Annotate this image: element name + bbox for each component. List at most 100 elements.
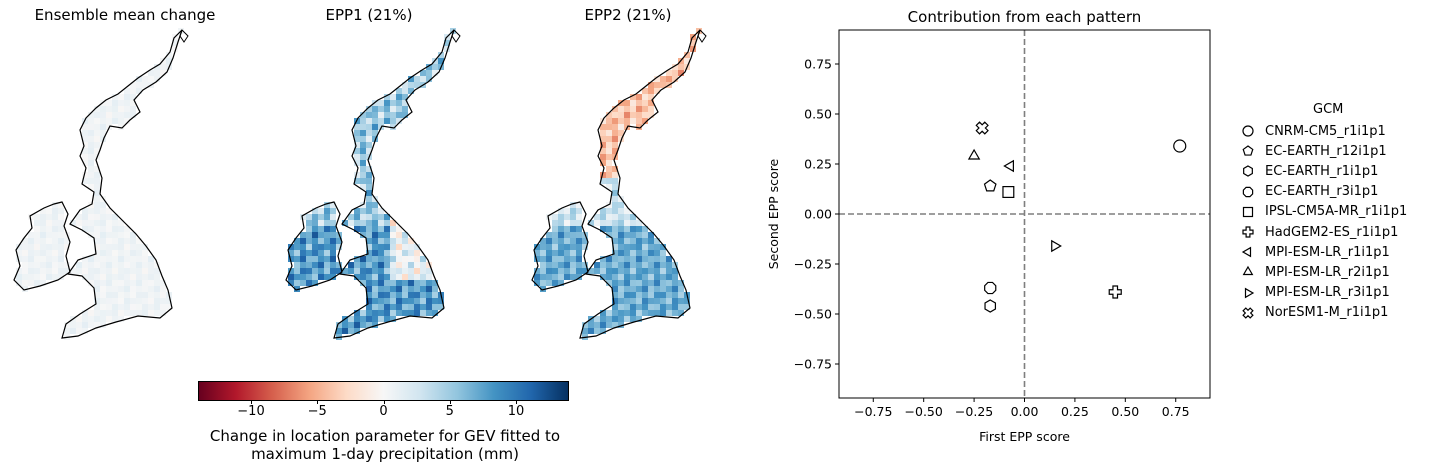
map-cell <box>576 226 582 232</box>
map-cell <box>360 112 366 118</box>
map-cell <box>390 106 396 112</box>
map-cell <box>88 154 94 160</box>
map-cell <box>618 280 624 286</box>
map-cell <box>372 310 378 316</box>
map-cell <box>588 268 594 274</box>
map-cell <box>360 232 366 238</box>
map-cell <box>46 262 52 268</box>
map-cell <box>636 316 642 322</box>
map-cell <box>630 292 636 298</box>
map-cell <box>94 280 100 286</box>
map-cell <box>648 100 654 106</box>
map-cell <box>378 100 384 106</box>
map-cell <box>112 268 118 274</box>
map-cell <box>396 304 402 310</box>
map-cell <box>606 130 612 136</box>
map-cell <box>384 214 390 220</box>
map-cell <box>612 298 618 304</box>
map-cell <box>130 310 136 316</box>
map-cell <box>366 316 372 322</box>
map-cell <box>588 220 594 226</box>
map-cell <box>408 256 414 262</box>
map-cell <box>546 238 552 244</box>
map-cell <box>402 82 408 88</box>
map-cell <box>630 286 636 292</box>
map-cell <box>300 256 306 262</box>
map-cell <box>306 226 312 232</box>
map-cell <box>70 322 76 328</box>
map-cell <box>666 262 672 268</box>
map-cell <box>396 226 402 232</box>
map-cell <box>130 82 136 88</box>
map-cell <box>366 298 372 304</box>
map-cell <box>690 46 696 52</box>
map-cell <box>100 244 106 250</box>
map-cell <box>636 124 642 130</box>
map-cell <box>390 298 396 304</box>
map-cell <box>558 280 564 286</box>
map-cell <box>558 214 564 220</box>
map-cell <box>34 280 40 286</box>
map-cell <box>618 208 624 214</box>
map-cell <box>312 232 318 238</box>
map-cell <box>154 310 160 316</box>
map-cell <box>606 274 612 280</box>
map-cell <box>318 220 324 226</box>
map-cell <box>654 256 660 262</box>
map-cell <box>618 106 624 112</box>
map-cell <box>366 166 372 172</box>
map-cell <box>142 262 148 268</box>
map-cell <box>624 286 630 292</box>
map-cell <box>630 274 636 280</box>
map-cell <box>136 304 142 310</box>
map-cell <box>106 262 112 268</box>
map-cell <box>540 268 546 274</box>
map-cell <box>88 184 94 190</box>
map-cell <box>22 268 28 274</box>
map-cell <box>52 238 58 244</box>
map-cell <box>414 256 420 262</box>
map-cell <box>624 214 630 220</box>
map-cell <box>142 256 148 262</box>
map-cell <box>82 148 88 154</box>
map-cell <box>366 292 372 298</box>
map-cell <box>70 220 76 226</box>
map-cell <box>390 238 396 244</box>
map-cell <box>366 136 372 142</box>
map-cell <box>88 130 94 136</box>
legend-item: MPI-ESM-LR_r1i1p1 <box>1241 243 1390 261</box>
map-cell <box>88 232 94 238</box>
map-cell <box>660 250 666 256</box>
map-cell <box>124 118 130 124</box>
map-cell <box>342 268 348 274</box>
map-cell <box>672 268 678 274</box>
map-cell <box>22 280 28 286</box>
map-cell <box>396 262 402 268</box>
map-cell <box>534 280 540 286</box>
map-cell <box>124 286 130 292</box>
map-cell <box>130 100 136 106</box>
map-cell <box>378 304 384 310</box>
map-cell <box>648 268 654 274</box>
map-cell <box>636 100 642 106</box>
map-cell <box>106 226 112 232</box>
map-cell <box>624 292 630 298</box>
map-cell <box>636 94 642 100</box>
map-cell <box>594 214 600 220</box>
map-cell <box>378 292 384 298</box>
legend-marker-icon <box>1242 145 1254 156</box>
map-ensemble-mean <box>13 28 189 340</box>
map-cell <box>600 172 606 178</box>
map-cell <box>402 232 408 238</box>
legend-marker-icon <box>1244 287 1255 298</box>
map-cell <box>426 64 432 70</box>
map-cell <box>546 274 552 280</box>
map-cell <box>28 232 34 238</box>
map-cell <box>384 268 390 274</box>
map-cell <box>684 58 690 64</box>
map-cell <box>678 64 684 70</box>
map-cell <box>672 298 678 304</box>
map-cell <box>582 244 588 250</box>
map-cell <box>600 256 606 262</box>
map-cell <box>318 244 324 250</box>
